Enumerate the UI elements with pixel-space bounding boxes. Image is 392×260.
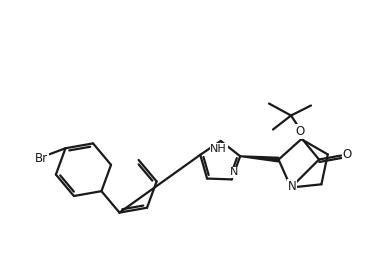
Text: N: N bbox=[288, 180, 296, 193]
Text: O: O bbox=[296, 125, 305, 138]
Text: NH: NH bbox=[211, 144, 227, 154]
Polygon shape bbox=[240, 156, 279, 162]
Text: N: N bbox=[230, 167, 238, 177]
Text: Br: Br bbox=[35, 152, 48, 165]
Text: O: O bbox=[342, 148, 352, 161]
